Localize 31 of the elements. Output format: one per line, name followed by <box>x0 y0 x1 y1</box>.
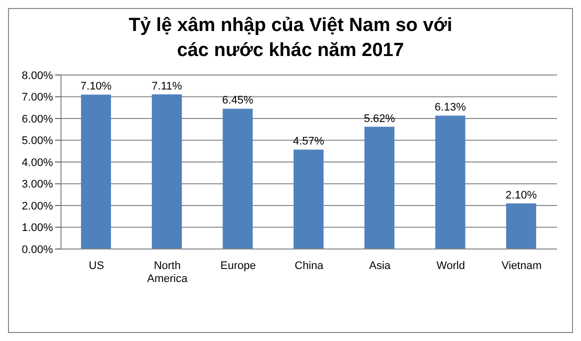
bar <box>435 116 466 249</box>
data-label: 7.10% <box>80 80 112 93</box>
x-tick-label: World <box>436 260 465 272</box>
y-tick-label: 7.00% <box>22 92 54 104</box>
y-tick-label: 6.00% <box>22 113 54 126</box>
bar <box>81 94 111 249</box>
x-tick-label: Europe <box>220 260 256 272</box>
data-label: 2.10% <box>506 189 537 202</box>
bar <box>152 94 182 249</box>
chart-title: Tỷ lệ xâm nhập của Việt Nam so với các nước khác năm 2017 <box>128 14 454 63</box>
data-label: 6.45% <box>222 94 254 107</box>
bar <box>506 203 536 249</box>
x-tick-label: Asia <box>369 260 392 272</box>
data-label: 5.62% <box>364 112 396 125</box>
x-tick-label: China <box>294 260 324 272</box>
y-tick-label: 5.00% <box>22 135 54 148</box>
data-label: 7.11% <box>152 80 182 92</box>
bar <box>364 126 394 249</box>
bar <box>294 150 324 249</box>
x-tick-label: Vietnam <box>501 260 542 272</box>
data-label: 6.13% <box>434 102 466 114</box>
bar <box>222 108 253 249</box>
data-label: 4.57% <box>292 136 324 148</box>
y-tick-label: 4.00% <box>22 156 54 169</box>
y-tick-label: 3.00% <box>22 178 54 191</box>
y-tick-label: 2.00% <box>22 200 54 212</box>
x-tick-label: US <box>88 260 104 272</box>
x-tick-label: North America <box>147 260 188 285</box>
y-tick-label: 8.00% <box>22 70 54 82</box>
y-tick-label: 1.00% <box>22 222 54 234</box>
y-tick-label: 0.00% <box>22 244 54 256</box>
